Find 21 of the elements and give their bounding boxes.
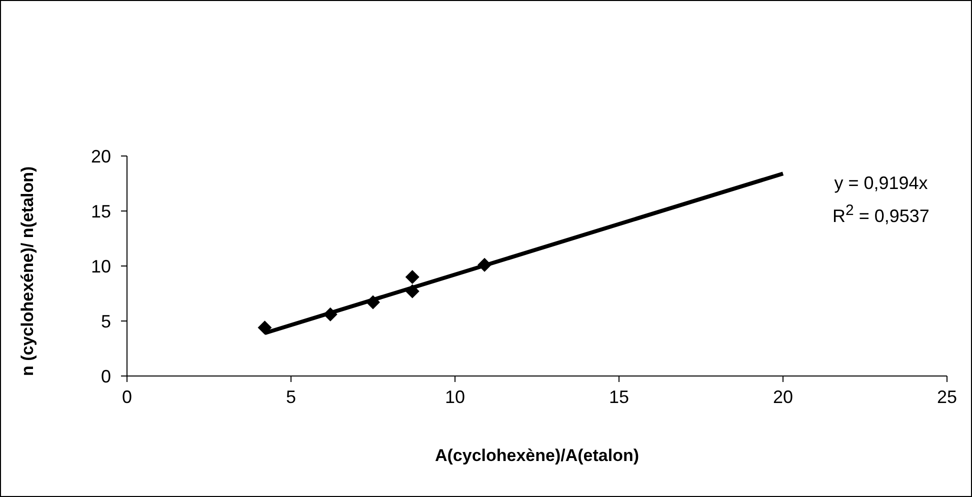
y-tick-label: 15 bbox=[90, 201, 111, 222]
annotation: y = 0,9194x bbox=[833, 172, 929, 195]
x-tick-label: 15 bbox=[608, 386, 630, 407]
point bbox=[258, 320, 272, 335]
point bbox=[366, 295, 380, 310]
point bbox=[323, 307, 338, 322]
x-tick-label: 0 bbox=[122, 386, 132, 407]
x-tick-label: 10 bbox=[444, 386, 466, 407]
x-tick-label: 25 bbox=[936, 386, 958, 407]
point bbox=[405, 270, 420, 284]
y-tick-label: 0 bbox=[100, 366, 111, 386]
point bbox=[478, 258, 492, 272]
x-tick-label: 5 bbox=[286, 386, 296, 407]
point bbox=[405, 284, 420, 298]
annotation: R$^{2}$ = 0,9537 bbox=[832, 201, 930, 228]
y-axis-title: n (cyclohexéne)/ n(etalon) bbox=[18, 166, 38, 376]
y-tick-label: 10 bbox=[90, 256, 111, 276]
x-axis-title: A(cyclohexène)/A(etalon) bbox=[434, 446, 640, 465]
y-tick-label: 20 bbox=[90, 146, 111, 166]
x-tick-label: 20 bbox=[772, 386, 794, 407]
y-tick-label: 5 bbox=[100, 311, 111, 332]
